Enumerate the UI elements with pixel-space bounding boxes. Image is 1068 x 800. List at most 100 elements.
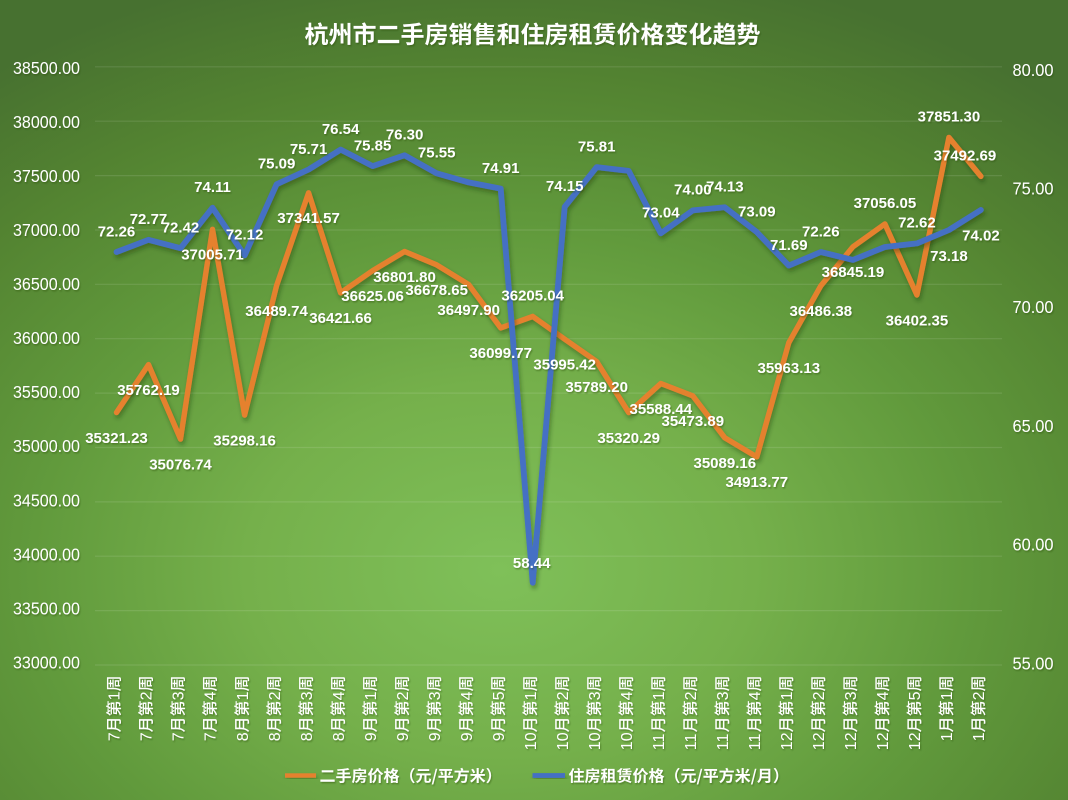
svg-text:36625.06: 36625.06 <box>341 288 404 305</box>
svg-text:5: 5 <box>491 691 508 700</box>
svg-text:34913.77: 34913.77 <box>726 474 789 491</box>
svg-text:8: 8 <box>331 732 348 741</box>
svg-text:36205.04: 36205.04 <box>501 288 564 305</box>
svg-text:35089.16: 35089.16 <box>694 455 757 472</box>
svg-text:35473.89: 35473.89 <box>662 413 725 430</box>
svg-text:35588.44: 35588.44 <box>630 401 693 418</box>
svg-text:3: 3 <box>427 691 444 700</box>
svg-text:2: 2 <box>139 691 156 700</box>
svg-text:35963.13: 35963.13 <box>758 360 821 377</box>
svg-text:36678.65: 36678.65 <box>405 282 468 299</box>
svg-text:36486.38: 36486.38 <box>790 303 853 320</box>
svg-text:1: 1 <box>939 732 956 741</box>
svg-text:7: 7 <box>171 732 188 741</box>
svg-text:36402.35: 36402.35 <box>886 312 949 329</box>
svg-text:4: 4 <box>747 691 764 700</box>
svg-text:7: 7 <box>107 732 124 741</box>
svg-text:8: 8 <box>299 732 316 741</box>
svg-text:60.00: 60.00 <box>1013 535 1054 555</box>
svg-text:33500.00: 33500.00 <box>13 598 80 618</box>
svg-text:37851.30: 37851.30 <box>918 109 981 126</box>
svg-text:1: 1 <box>235 691 252 700</box>
svg-text:35298.16: 35298.16 <box>213 432 276 449</box>
svg-text:73.09: 73.09 <box>738 203 776 220</box>
svg-text:76.30: 76.30 <box>386 127 424 144</box>
svg-text:33000.00: 33000.00 <box>13 653 80 673</box>
svg-text:36099.77: 36099.77 <box>469 345 532 362</box>
svg-text:55.00: 55.00 <box>1013 653 1054 673</box>
svg-text:12: 12 <box>843 732 860 750</box>
svg-text:9: 9 <box>459 732 476 741</box>
svg-text:37341.57: 37341.57 <box>277 210 340 227</box>
svg-text:74.15: 74.15 <box>546 178 584 195</box>
svg-text:5: 5 <box>907 691 924 700</box>
svg-text:37000.00: 37000.00 <box>13 220 80 240</box>
svg-text:9: 9 <box>395 732 412 741</box>
svg-text:36421.66: 36421.66 <box>309 310 372 327</box>
svg-text:72.77: 72.77 <box>130 211 168 228</box>
svg-text:75.71: 75.71 <box>290 141 328 158</box>
svg-text:3: 3 <box>587 691 604 700</box>
svg-text:74.00: 74.00 <box>674 182 712 199</box>
svg-text:12: 12 <box>907 732 924 750</box>
svg-text:73.04: 73.04 <box>642 205 680 222</box>
svg-text:1: 1 <box>939 691 956 700</box>
svg-text:12: 12 <box>875 732 892 750</box>
svg-text:75.09: 75.09 <box>258 156 296 173</box>
svg-text:36801.80: 36801.80 <box>373 269 436 286</box>
svg-text:35076.74: 35076.74 <box>149 456 212 473</box>
svg-text:34500.00: 34500.00 <box>13 490 80 510</box>
svg-text:72.26: 72.26 <box>98 223 136 240</box>
svg-text:72.12: 72.12 <box>226 227 264 244</box>
svg-text:75.00: 75.00 <box>1013 179 1054 199</box>
svg-text:75.81: 75.81 <box>578 138 616 155</box>
svg-text:2: 2 <box>555 691 572 700</box>
svg-text:36845.19: 36845.19 <box>822 264 885 281</box>
svg-text:37500.00: 37500.00 <box>13 166 80 186</box>
svg-text:65.00: 65.00 <box>1013 416 1054 436</box>
svg-text:74.91: 74.91 <box>482 160 520 177</box>
svg-text:36497.90: 36497.90 <box>437 302 500 319</box>
svg-text:10: 10 <box>587 732 604 750</box>
svg-text:80.00: 80.00 <box>1013 60 1054 80</box>
svg-text:35000.00: 35000.00 <box>13 436 80 456</box>
svg-text:4: 4 <box>459 691 476 700</box>
svg-text:11: 11 <box>651 733 668 750</box>
svg-text:76.54: 76.54 <box>322 121 360 138</box>
svg-text:1: 1 <box>363 691 380 700</box>
svg-text:34000.00: 34000.00 <box>13 544 80 564</box>
svg-text:37056.05: 37056.05 <box>854 195 917 212</box>
svg-text:72.42: 72.42 <box>162 220 200 237</box>
svg-text:2: 2 <box>395 691 412 700</box>
svg-text:73.18: 73.18 <box>930 248 968 265</box>
svg-text:72.26: 72.26 <box>802 223 840 240</box>
svg-text:36500.00: 36500.00 <box>13 274 80 294</box>
svg-text:58.44: 58.44 <box>513 555 551 572</box>
svg-text:10: 10 <box>555 732 572 750</box>
svg-text:1: 1 <box>107 691 124 700</box>
svg-text:4: 4 <box>331 691 348 700</box>
svg-text:7: 7 <box>203 732 220 741</box>
svg-text:1: 1 <box>523 691 540 700</box>
svg-text:38000.00: 38000.00 <box>13 112 80 132</box>
svg-text:2: 2 <box>811 691 828 700</box>
svg-text:71.69: 71.69 <box>770 237 808 254</box>
svg-text:2: 2 <box>971 691 988 700</box>
svg-text:75.55: 75.55 <box>418 145 456 162</box>
svg-text:36489.74: 36489.74 <box>245 303 308 320</box>
svg-text:72.62: 72.62 <box>898 215 936 232</box>
svg-text:4: 4 <box>875 691 892 700</box>
svg-text:36000.00: 36000.00 <box>13 328 80 348</box>
svg-text:37005.71: 37005.71 <box>181 247 244 264</box>
svg-text:74.02: 74.02 <box>962 228 1000 245</box>
svg-text:3: 3 <box>715 691 732 700</box>
svg-text:9: 9 <box>491 732 508 741</box>
svg-text:74.11: 74.11 <box>194 179 231 196</box>
svg-text:3: 3 <box>299 691 316 700</box>
svg-text:8: 8 <box>267 732 284 741</box>
svg-text:12: 12 <box>811 732 828 750</box>
svg-text:70.00: 70.00 <box>1013 297 1054 317</box>
svg-text:35321.23: 35321.23 <box>85 430 148 447</box>
svg-text:35762.19: 35762.19 <box>117 382 180 399</box>
svg-text:2: 2 <box>267 691 284 700</box>
